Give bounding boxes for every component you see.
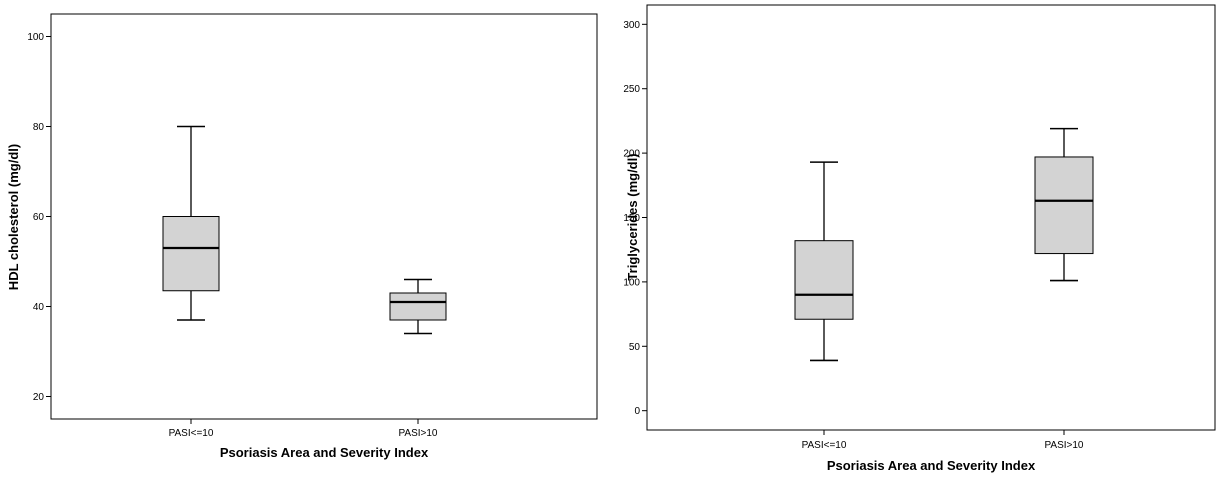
hdl-boxplot-panel: 20 40 60 80 100 PASI<=10 PASI>10 Psoriasis Area… <box>0 0 600 480</box>
hdl-x-tick-label: PASI<=10 <box>169 428 214 439</box>
triglycerides-iqr-box <box>1034 156 1094 255</box>
triglycerides-boxplot-chart: 0 50 100 150 200 250 300 PASI<=10 PASI>10 Psorias… <box>623 4 1216 473</box>
triglycerides-y-tick-label: 100 <box>623 277 640 288</box>
hdl-y-tick-label: 80 <box>33 122 45 133</box>
triglycerides-iqr-box <box>794 240 854 320</box>
hdl-x-tick-label: PASI>10 <box>398 428 437 439</box>
hdl-y-axis-label: HDL cholesterol (mg/dl) <box>6 144 21 290</box>
hdl-y-tick-label: 60 <box>33 212 45 223</box>
hdl-plot-frame <box>50 13 598 420</box>
hdl-x-axis-label: Psoriasis Area and Severity Index <box>220 445 429 460</box>
hdl-y-tick-label: 20 <box>33 392 45 403</box>
triglycerides-y-tick-label: 50 <box>629 342 641 353</box>
triglycerides-y-axis-label: Triglycerides (mg/dl) <box>625 153 640 280</box>
triglycerides-y-tick-label: 150 <box>623 213 640 224</box>
triglycerides-boxplot-panel: 0 50 100 150 200 250 300 PASI<=10 PASI>10 Psorias… <box>610 0 1219 480</box>
triglycerides-y-tick-label: 250 <box>623 84 640 95</box>
triglycerides-plot-frame <box>646 4 1216 431</box>
hdl-iqr-box <box>162 216 220 292</box>
triglycerides-x-axis-label: Psoriasis Area and Severity Index <box>827 458 1036 473</box>
hdl-boxplot-chart: 20 40 60 80 100 PASI<=10 PASI>10 Psoriasis Area… <box>6 13 598 460</box>
triglycerides-y-tick-label: 300 <box>623 20 640 31</box>
triglycerides-x-tick-label: PASI>10 <box>1044 440 1083 451</box>
hdl-iqr-box <box>389 292 447 321</box>
triglycerides-y-tick-label: 200 <box>623 149 640 160</box>
triglycerides-x-tick-label: PASI<=10 <box>802 440 847 451</box>
hdl-y-tick-label: 40 <box>33 302 45 313</box>
hdl-y-tick-label: 100 <box>27 32 44 43</box>
triglycerides-y-tick-label: 0 <box>634 406 640 417</box>
